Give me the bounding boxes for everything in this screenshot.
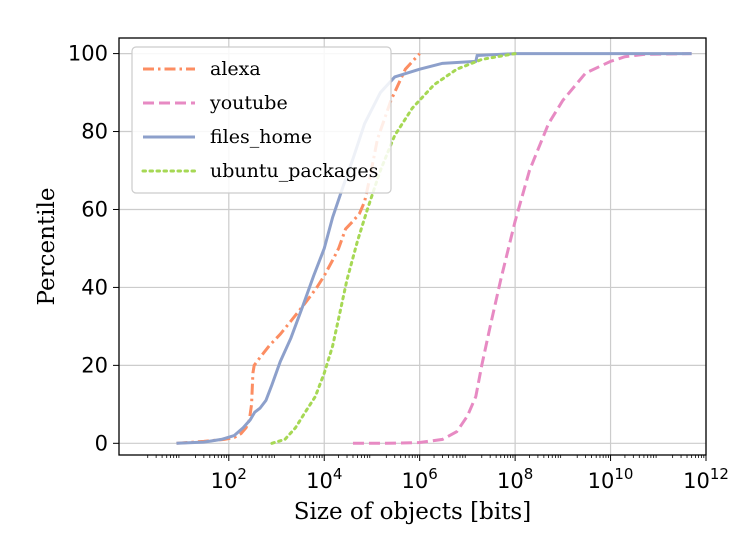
legend-label: files_home — [210, 126, 312, 148]
x-tick-label: 106 — [402, 465, 438, 493]
x-tick-label: 1012 — [683, 465, 729, 493]
series-line-files-home — [176, 52, 692, 445]
x-tick-label: 108 — [497, 465, 533, 493]
y-axis-label: Percentile — [34, 188, 60, 306]
y-tick-label: 20 — [81, 353, 108, 377]
x-axis-label: Size of objects [bits] — [294, 499, 531, 525]
legend: alexa youtube files_home ubuntu_packages — [131, 46, 392, 194]
y-tick-label: 0 — [95, 431, 108, 455]
x-tick-label: 104 — [306, 465, 342, 493]
legend-label: alexa — [210, 58, 261, 80]
series-line-ubuntu-packages — [270, 52, 517, 445]
x-tick-label: 1010 — [588, 465, 634, 493]
x-tick-label: 102 — [211, 465, 247, 493]
y-tick-label: 100 — [68, 42, 108, 66]
y-tick-label: 60 — [81, 197, 108, 221]
y-tick-label: 80 — [81, 120, 108, 144]
legend-label: ubuntu_packages — [210, 160, 378, 182]
y-tick-label: 40 — [81, 275, 108, 299]
legend-box — [131, 46, 392, 194]
ticks: 102 104 106 108 1010 1012 0 20 40 60 80 100 — [68, 42, 729, 493]
series-line-youtube — [352, 52, 692, 445]
legend-label: youtube — [209, 92, 288, 114]
